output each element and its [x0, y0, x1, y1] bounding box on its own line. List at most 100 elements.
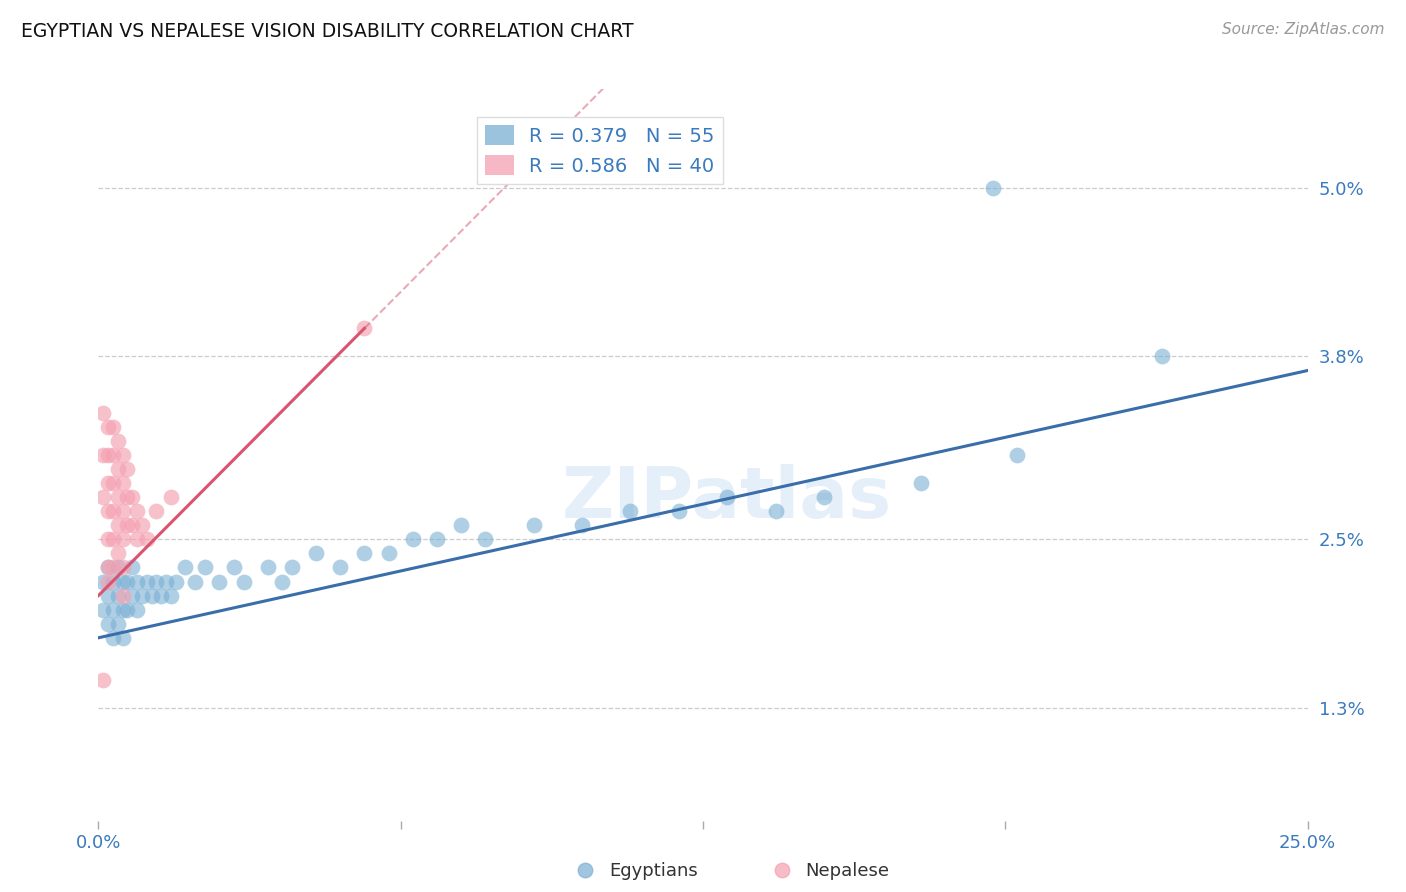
Point — [91, 490, 114, 504]
Point — [353, 321, 375, 335]
Point — [101, 602, 124, 616]
Point — [353, 546, 375, 560]
Point — [402, 533, 425, 547]
Point — [127, 602, 149, 616]
Point — [571, 518, 593, 533]
Point — [574, 863, 596, 877]
Point — [107, 589, 129, 603]
Point — [101, 560, 124, 574]
Point — [305, 546, 328, 560]
Point — [329, 560, 352, 574]
Point — [232, 574, 254, 589]
Point — [121, 518, 143, 533]
Point — [101, 476, 124, 491]
Point — [208, 574, 231, 589]
Point — [111, 631, 134, 645]
Point — [97, 419, 120, 434]
Text: Egyptians: Egyptians — [609, 862, 697, 880]
Point — [450, 518, 472, 533]
Point — [141, 589, 163, 603]
Point — [256, 560, 278, 574]
Point — [111, 533, 134, 547]
Point — [1152, 350, 1174, 364]
Point — [813, 490, 835, 504]
Point — [131, 589, 153, 603]
Point — [91, 673, 114, 687]
Text: Source: ZipAtlas.com: Source: ZipAtlas.com — [1222, 22, 1385, 37]
Point — [668, 504, 690, 518]
Point — [174, 560, 197, 574]
Point — [97, 574, 120, 589]
Point — [111, 476, 134, 491]
Text: ZIPatlas: ZIPatlas — [562, 465, 893, 533]
Point — [97, 476, 120, 491]
Point — [127, 504, 149, 518]
Point — [97, 560, 120, 574]
Point — [135, 574, 157, 589]
Point — [107, 560, 129, 574]
Point — [145, 504, 167, 518]
Point — [981, 180, 1004, 194]
Point — [523, 518, 546, 533]
Point — [165, 574, 187, 589]
Point — [160, 589, 183, 603]
Point — [101, 419, 124, 434]
Point — [107, 434, 129, 448]
Text: EGYPTIAN VS NEPALESE VISION DISABILITY CORRELATION CHART: EGYPTIAN VS NEPALESE VISION DISABILITY C… — [21, 22, 634, 41]
Point — [107, 490, 129, 504]
Point — [97, 448, 120, 462]
Point — [91, 406, 114, 420]
Point — [107, 518, 129, 533]
Point — [222, 560, 245, 574]
Point — [111, 448, 134, 462]
Point — [474, 533, 496, 547]
Point — [127, 533, 149, 547]
Point — [770, 863, 793, 877]
Point — [281, 560, 304, 574]
Point — [160, 490, 183, 504]
Point — [117, 602, 139, 616]
Point — [377, 546, 399, 560]
Point — [117, 462, 139, 476]
Point — [111, 589, 134, 603]
Point — [1007, 448, 1029, 462]
Point — [107, 462, 129, 476]
Point — [184, 574, 207, 589]
Point — [91, 602, 114, 616]
Point — [121, 589, 143, 603]
Point — [765, 504, 787, 518]
Point — [271, 574, 294, 589]
Point — [107, 616, 129, 631]
Point — [426, 533, 449, 547]
Point — [121, 490, 143, 504]
Point — [145, 574, 167, 589]
Point — [91, 448, 114, 462]
Point — [111, 504, 134, 518]
Point — [97, 533, 120, 547]
Point — [121, 560, 143, 574]
Point — [716, 490, 738, 504]
Point — [117, 518, 139, 533]
Point — [194, 560, 217, 574]
Point — [107, 546, 129, 560]
Point — [101, 533, 124, 547]
Point — [111, 574, 134, 589]
Point — [101, 504, 124, 518]
Point — [97, 589, 120, 603]
Point — [155, 574, 177, 589]
Point — [101, 448, 124, 462]
Point — [117, 490, 139, 504]
Point — [97, 560, 120, 574]
Legend: R = 0.379   N = 55, R = 0.586   N = 40: R = 0.379 N = 55, R = 0.586 N = 40 — [477, 117, 723, 184]
Point — [131, 518, 153, 533]
Point — [97, 504, 120, 518]
Point — [619, 504, 641, 518]
Point — [101, 574, 124, 589]
Point — [111, 602, 134, 616]
Point — [97, 616, 120, 631]
Point — [150, 589, 173, 603]
Point — [111, 560, 134, 574]
Point — [135, 533, 157, 547]
Point — [101, 631, 124, 645]
Point — [127, 574, 149, 589]
